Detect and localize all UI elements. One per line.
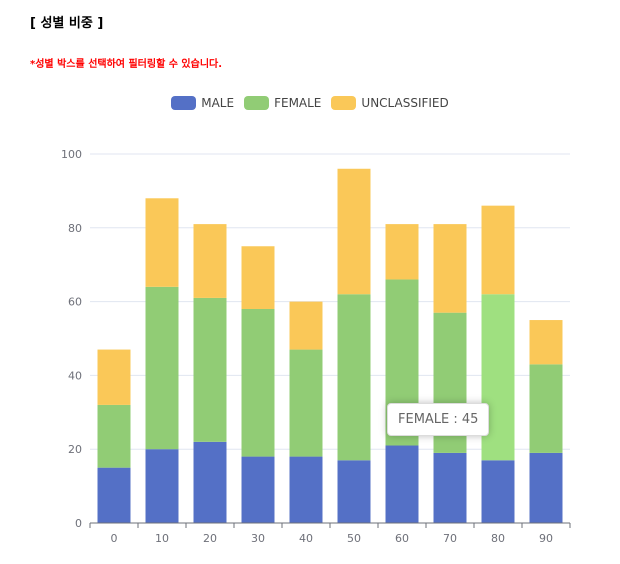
bar-male-60[interactable] [385, 445, 419, 523]
bar-male-90[interactable] [529, 452, 563, 523]
legend-item-male[interactable]: MALE [171, 96, 234, 110]
legend-label-female: FEMALE [274, 96, 322, 110]
chart-tooltip: FEMALE : 45 [387, 403, 490, 436]
legend-label-unclassified: UNCLASSIFIED [361, 96, 449, 110]
bar-unclassified-0[interactable] [97, 349, 131, 405]
bar-male-40[interactable] [289, 456, 323, 523]
bar-female-20[interactable] [193, 297, 227, 442]
legend-item-unclassified[interactable]: UNCLASSIFIED [331, 96, 449, 110]
bar-unclassified-50[interactable] [337, 168, 371, 295]
bar-unclassified-60[interactable] [385, 224, 419, 280]
y-tick-label: 100 [61, 148, 82, 161]
bar-female-90[interactable] [529, 364, 563, 453]
y-tick-label: 40 [68, 369, 82, 382]
bar-unclassified-70[interactable] [433, 224, 467, 313]
bar-male-70[interactable] [433, 452, 467, 523]
x-tick-label: 60 [395, 532, 409, 545]
filter-note: *성별 박스를 선택하여 필터링할 수 있습니다. [30, 59, 223, 70]
bar-male-30[interactable] [241, 456, 275, 523]
x-tick-label: 40 [299, 532, 313, 545]
bar-unclassified-10[interactable] [145, 198, 179, 287]
legend-label-male: MALE [201, 96, 235, 110]
bar-unclassified-80[interactable] [481, 205, 515, 295]
bar-unclassified-90[interactable] [529, 320, 563, 365]
y-tick-label: 0 [75, 517, 82, 530]
x-tick-label: 70 [443, 532, 457, 545]
bar-male-0[interactable] [97, 467, 131, 523]
legend-swatch-unclassified [331, 96, 357, 110]
page-title: [ 성별 비중 ] [30, 16, 104, 31]
bar-female-10[interactable] [145, 286, 179, 450]
x-tick-label: 20 [203, 532, 217, 545]
legend-swatch-female [244, 96, 270, 110]
x-tick-label: 50 [347, 532, 361, 545]
legend-item-female[interactable]: FEMALE [244, 96, 321, 110]
bar-unclassified-20[interactable] [193, 224, 227, 298]
y-tick-label: 20 [68, 443, 82, 456]
bar-female-50[interactable] [337, 294, 371, 461]
y-tick-label: 60 [68, 296, 82, 309]
bar-male-20[interactable] [193, 441, 227, 523]
legend-swatch-male [171, 96, 197, 110]
chart-legend: MALE FEMALE UNCLASSIFIED [0, 96, 620, 110]
bar-male-50[interactable] [337, 460, 371, 523]
bar-female-0[interactable] [97, 404, 131, 468]
bar-male-10[interactable] [145, 449, 179, 523]
bar-male-80[interactable] [481, 460, 515, 523]
x-tick-label: 0 [111, 532, 118, 545]
x-tick-label: 80 [491, 532, 505, 545]
x-tick-label: 10 [155, 532, 169, 545]
bar-female-40[interactable] [289, 349, 323, 457]
bar-unclassified-30[interactable] [241, 246, 275, 309]
x-tick-label: 90 [539, 532, 553, 545]
bar-unclassified-40[interactable] [289, 301, 323, 350]
bar-female-30[interactable] [241, 308, 275, 457]
x-tick-label: 30 [251, 532, 265, 545]
y-tick-label: 80 [68, 222, 82, 235]
